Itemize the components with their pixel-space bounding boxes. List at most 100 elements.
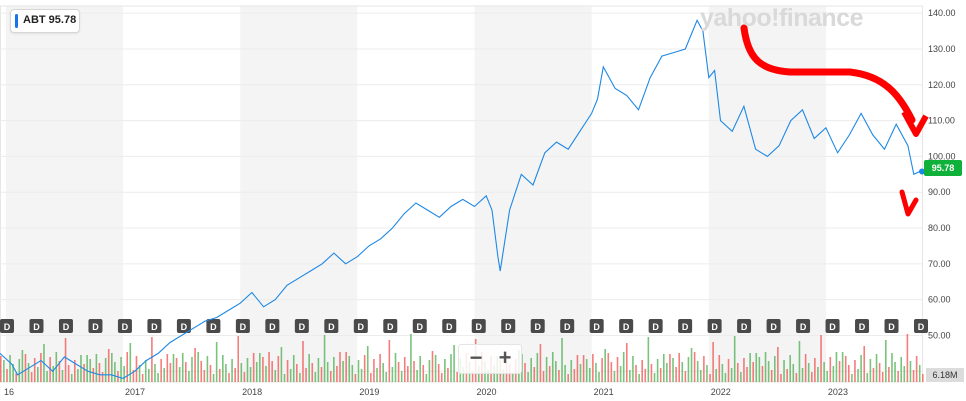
volume-bar <box>570 360 573 382</box>
volume-bar <box>382 363 384 382</box>
dividend-marker <box>442 319 457 333</box>
volume-bar <box>690 348 693 382</box>
volume-bar <box>558 370 560 382</box>
dividend-marker-label: D <box>446 322 453 332</box>
volume-bar <box>400 371 403 382</box>
volume-bar <box>511 373 514 382</box>
dividend-marker <box>324 319 339 333</box>
volume-bar <box>339 352 341 382</box>
volume-bar <box>89 359 92 382</box>
volume-bar <box>58 361 61 382</box>
volume-bar <box>743 358 745 382</box>
y-tick-label: 100.00 <box>928 151 956 161</box>
dividend-marker-label: D <box>33 322 40 332</box>
volume-bar <box>434 355 437 382</box>
annotation-arrowhead <box>901 110 929 137</box>
plot-frame <box>0 5 923 383</box>
x-tick-label: 2022 <box>711 387 731 397</box>
volume-bar <box>687 357 690 382</box>
volume-bar <box>373 359 375 382</box>
ticker-symbol: ABT <box>23 14 46 26</box>
volume-bar <box>863 346 866 382</box>
volume-bar <box>249 367 252 382</box>
y-tick-label: 120.00 <box>928 80 956 90</box>
zoom-in-button[interactable]: + <box>498 345 512 370</box>
volume-bar <box>228 373 230 382</box>
volume-bar <box>370 373 372 382</box>
volume-bar <box>83 364 85 382</box>
volume-bar <box>684 371 687 382</box>
dividend-marker <box>707 319 722 333</box>
volume-bar <box>6 369 8 382</box>
volume-bar <box>453 345 455 382</box>
x-tick-label: 2020 <box>476 387 496 397</box>
volume-bar <box>561 338 563 382</box>
volume-bar <box>209 365 212 382</box>
volume-bar <box>391 367 394 382</box>
volume-bar <box>576 355 579 382</box>
dividend-marker <box>914 319 928 333</box>
volume-bar <box>320 367 323 382</box>
volume-bar <box>884 340 887 382</box>
volume-bar <box>675 367 677 382</box>
dividend-marker-label: D <box>564 322 571 332</box>
volume-bar <box>727 359 730 382</box>
volume-bar <box>407 366 409 382</box>
volume-bar <box>77 369 79 382</box>
ticker-label: ABT 95.78 <box>23 14 76 26</box>
volume-bar <box>154 364 156 382</box>
volume-bar <box>804 354 807 382</box>
volume-bar <box>733 336 736 382</box>
volume-bar <box>114 362 116 382</box>
current-price-tag: 95.78 <box>924 160 962 176</box>
x-tick-label: 2019 <box>359 387 379 397</box>
volume-bar <box>502 369 505 382</box>
volume-bar <box>826 371 829 382</box>
volume-bar <box>379 354 381 382</box>
volume-bar <box>619 366 622 382</box>
volume-bar <box>185 362 187 382</box>
volume-bar <box>545 357 548 382</box>
volume-bar <box>274 370 277 382</box>
volume-bar <box>212 374 215 382</box>
volume-bar <box>798 341 801 382</box>
annotation-arrow-down <box>740 24 916 124</box>
volume-bar <box>413 361 415 382</box>
dividend-marker-label: D <box>181 322 188 332</box>
volume-bar <box>789 355 792 382</box>
volume-bar <box>820 335 822 382</box>
volume-bar <box>144 360 147 382</box>
volume-bar <box>773 356 776 382</box>
dividend-marker <box>766 319 781 333</box>
volume-bar <box>881 372 884 382</box>
dividend-marker-label: D <box>240 322 247 332</box>
volume-bar <box>141 374 144 382</box>
volume-bar <box>477 366 480 382</box>
volume-bar <box>644 369 647 382</box>
y-tick-label: 90.00 <box>928 187 951 197</box>
volume-bar <box>866 373 869 382</box>
volume-bar <box>897 371 899 382</box>
volume-bar <box>681 362 684 382</box>
dividend-marker-label: D <box>682 322 689 332</box>
volume-bar <box>268 352 270 382</box>
volume-bar <box>397 362 400 382</box>
yahoo-finance-watermark: yahoo!finance <box>700 4 863 32</box>
volume-bar <box>296 364 298 382</box>
volume-bar <box>259 353 261 382</box>
dividend-marker-label: D <box>770 322 777 332</box>
volume-bar <box>132 370 135 382</box>
volume-bar <box>869 359 872 382</box>
volume-bar <box>724 373 727 382</box>
volume-bar <box>801 368 804 382</box>
volume-bar <box>311 363 314 382</box>
volume-bar <box>585 359 588 382</box>
zoom-out-button[interactable]: − <box>469 345 483 370</box>
volume-bar <box>302 341 304 382</box>
volume-bar <box>169 363 172 382</box>
ticker-badge[interactable]: ABT 95.78 <box>10 9 80 33</box>
y-tick-label: 110.00 <box>928 116 955 126</box>
volume-bar <box>450 354 452 382</box>
volume-bar <box>410 334 412 382</box>
